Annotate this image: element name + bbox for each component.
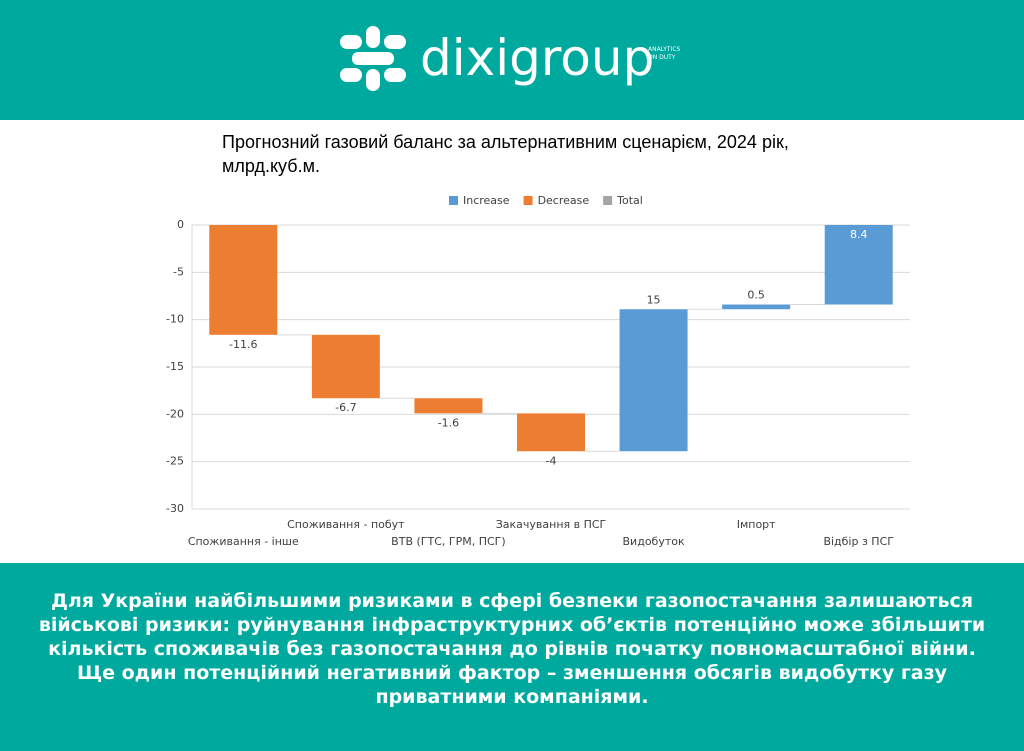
legend-swatch bbox=[449, 196, 458, 205]
bar bbox=[414, 398, 483, 414]
x-tick-label: Закачування в ПСГ bbox=[496, 518, 607, 531]
y-tick-label: -30 bbox=[166, 502, 184, 515]
logo-icon bbox=[340, 26, 406, 91]
chart: 0 -5 -10 -15 -20 -25 -30 Increase Decrease Total -… bbox=[166, 194, 910, 548]
bar bbox=[311, 334, 380, 399]
data-label: 8.4 bbox=[850, 228, 868, 241]
y-tick-label: -20 bbox=[166, 407, 184, 420]
tagline: ON DUTY bbox=[648, 54, 676, 61]
legend-swatch bbox=[603, 196, 613, 205]
bar bbox=[619, 309, 688, 452]
y-tick-label: -5 bbox=[173, 265, 184, 278]
bar bbox=[517, 413, 585, 452]
y-tick-label: 0 bbox=[177, 218, 184, 231]
x-tick-label: Споживання - побут bbox=[287, 518, 405, 531]
chart-title: Прогнозний газовий баланс за альтернатив… bbox=[222, 132, 789, 176]
logo: dixigroup ANALYTICS ON DUTY bbox=[340, 26, 681, 91]
y-tick-label: -25 bbox=[166, 455, 184, 468]
x-tick-label: Імпорт bbox=[737, 518, 776, 531]
footer-text: Для України найбільшими ризиками в сфері… bbox=[38, 590, 986, 708]
data-label: -4 bbox=[546, 454, 557, 467]
y-tick-label: -15 bbox=[166, 360, 184, 373]
legend-label: Decrease bbox=[538, 194, 590, 207]
bar bbox=[722, 304, 791, 310]
data-label: 15 bbox=[647, 293, 661, 306]
footer: Для України найбільшими ризиками в сфері… bbox=[0, 563, 1024, 751]
legend-label: Total bbox=[616, 194, 643, 207]
data-label: -6.7 bbox=[335, 401, 356, 414]
data-label: 0.5 bbox=[747, 289, 765, 302]
x-tick-label: Видобуток bbox=[623, 535, 685, 548]
legend-swatch bbox=[523, 196, 533, 205]
tagline: ANALYTICS bbox=[648, 46, 681, 53]
x-tick-label: Споживання - інше bbox=[188, 535, 299, 548]
data-label: -11.6 bbox=[229, 338, 257, 351]
bar bbox=[824, 225, 893, 305]
x-tick-label: Відбір з ПСГ bbox=[823, 535, 894, 548]
logo-text: dixigroup bbox=[420, 29, 654, 87]
legend-label: Increase bbox=[463, 194, 510, 207]
header: dixigroup ANALYTICS ON DUTY bbox=[0, 0, 1024, 120]
bar bbox=[209, 225, 278, 335]
x-tick-label: ВТВ (ГТС, ГРМ, ПСГ) bbox=[391, 535, 505, 548]
y-tick-label: -10 bbox=[166, 313, 184, 326]
data-label: -1.6 bbox=[438, 416, 459, 429]
